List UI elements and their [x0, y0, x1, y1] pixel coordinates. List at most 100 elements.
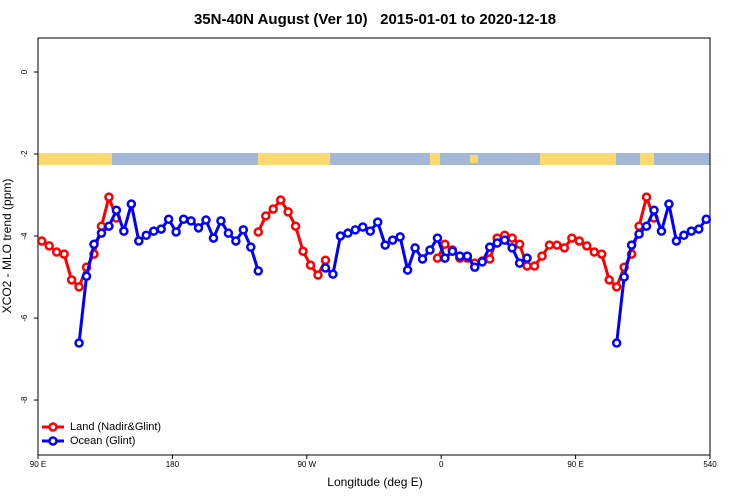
data-point: [664, 199, 674, 209]
data-point: [589, 247, 600, 257]
data-point: [484, 254, 495, 264]
data-point: [499, 235, 510, 245]
data-point: [305, 260, 316, 270]
data-point: [253, 227, 264, 237]
chart-title: 35N-40N August (Ver 10) 2015-01-01 to 20…: [194, 11, 556, 28]
data-point: [283, 207, 293, 217]
data-point: [686, 226, 697, 236]
legend-label: Ocean (Glint): [70, 435, 135, 447]
data-point: [484, 242, 495, 252]
data-point: [208, 233, 219, 243]
data-point: [641, 192, 652, 202]
data-point: [186, 216, 196, 226]
data-point: [514, 258, 525, 268]
data-point: [410, 243, 420, 253]
land-strip: [38, 153, 112, 165]
data-point: [134, 236, 144, 246]
data-point: [44, 241, 54, 251]
data-point: [492, 238, 502, 248]
data-point: [455, 251, 465, 261]
data-point: [574, 236, 585, 246]
data-point: [335, 231, 346, 241]
legend-marker: [48, 436, 58, 446]
data-point: [104, 221, 114, 231]
data-point: [440, 239, 450, 249]
data-point: [537, 251, 547, 261]
x-tick-label: 90 W: [297, 460, 316, 469]
data-point: [126, 199, 137, 209]
data-point: [395, 232, 405, 242]
data-point: [582, 241, 592, 251]
data-point: [66, 275, 77, 285]
data-point: [619, 272, 629, 282]
x-tick-label: 90 E: [30, 460, 46, 469]
data-point: [679, 230, 689, 240]
data-point: [268, 204, 278, 214]
x-tick-label: 540: [703, 460, 717, 469]
data-point: [611, 282, 622, 292]
data-point: [641, 221, 652, 231]
data-point: [260, 211, 271, 221]
data-point: [328, 269, 338, 279]
data-point: [171, 227, 181, 237]
data-point: [507, 243, 517, 253]
data-point: [275, 195, 286, 205]
data-point: [477, 257, 488, 267]
data-point: [522, 253, 532, 263]
series-line: [77, 202, 708, 344]
data-point: [440, 253, 450, 263]
land-strip: [470, 155, 478, 163]
data-point: [320, 263, 331, 273]
data-point: [567, 233, 577, 243]
y-axis-label: XCO2 - MLO trend (ppm): [0, 179, 14, 314]
data-point: [432, 253, 443, 263]
data-point: [81, 271, 92, 281]
data-point: [447, 246, 458, 256]
data-point: [507, 233, 517, 243]
data-point: [36, 236, 47, 246]
x-tick-label: 90 E: [567, 460, 583, 469]
data-point: [529, 261, 540, 271]
data-point: [246, 242, 256, 252]
land-strip: [640, 153, 654, 165]
data-point: [216, 216, 226, 226]
data-point: [694, 224, 704, 234]
data-point: [148, 226, 159, 236]
land-strip: [540, 153, 616, 165]
y-tick-label: -4: [20, 232, 29, 240]
y-tick-label: -2: [20, 150, 29, 158]
data-point: [193, 223, 204, 233]
legend-label: Land (Nadir&Glint): [70, 421, 161, 433]
data-point: [604, 275, 614, 285]
x-tick-label: 0: [439, 460, 444, 469]
plot-frame: [37, 37, 711, 456]
data-point: [290, 221, 301, 231]
data-point: [96, 228, 107, 238]
land-strip: [430, 153, 440, 165]
data-point: [671, 236, 682, 246]
data-point: [514, 239, 525, 249]
data-point: [522, 261, 532, 271]
data-point: [649, 205, 659, 215]
land-strip: [258, 153, 330, 165]
map-strip: [38, 153, 710, 165]
data-point: [701, 214, 712, 224]
legend-marker: [48, 422, 58, 432]
data-point: [626, 240, 637, 250]
data-point: [141, 230, 152, 240]
y-tick-label: -8: [20, 396, 29, 404]
data-point: [611, 338, 622, 348]
data-point: [343, 228, 353, 238]
data-point: [253, 266, 264, 276]
data-point: [163, 214, 174, 224]
data-point: [156, 224, 166, 234]
data-point: [544, 240, 555, 250]
data-point: [387, 235, 398, 245]
data-point: [313, 270, 323, 280]
data-point: [111, 205, 122, 215]
y-tick-label: -6: [20, 314, 29, 322]
data-point: [104, 192, 114, 202]
data-point: [223, 228, 234, 238]
y-tick-label: 0: [20, 69, 29, 74]
